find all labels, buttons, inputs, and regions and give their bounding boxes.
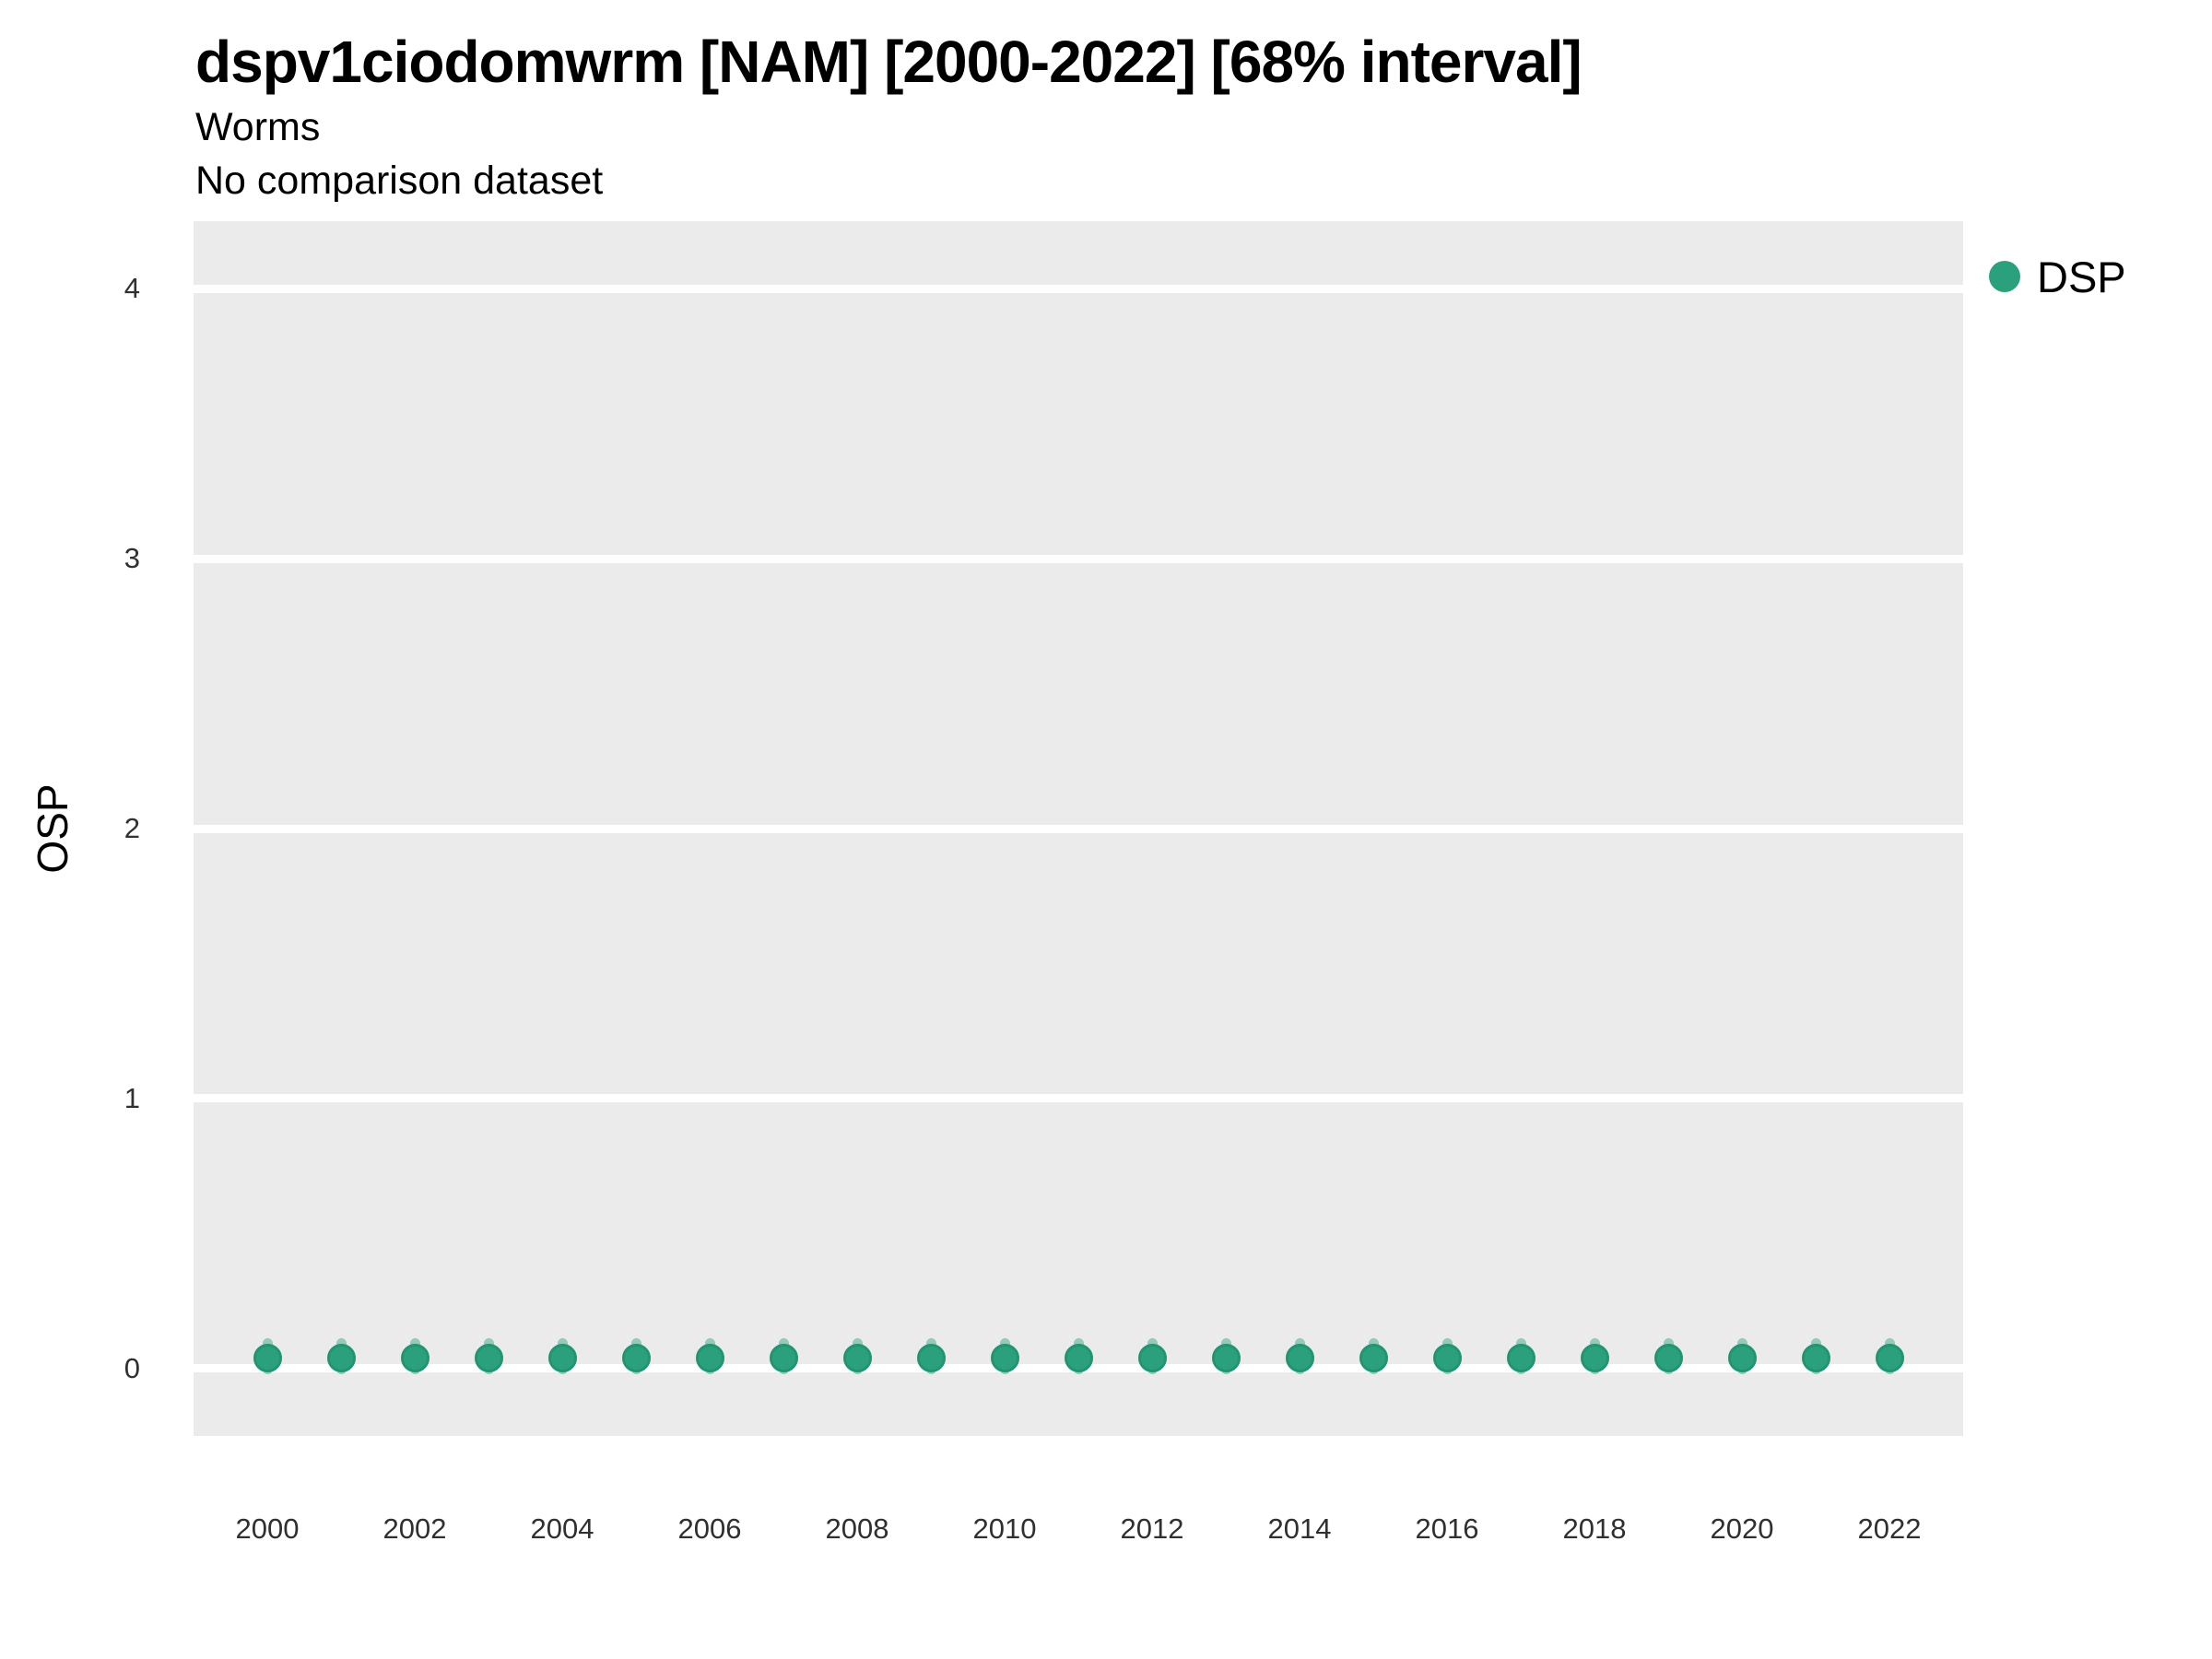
data-point-2002 [400, 1343, 429, 1372]
data-point-2003 [474, 1343, 503, 1372]
gridline-y-3 [194, 554, 1963, 563]
x-tick-label-2014: 2014 [1267, 1512, 1332, 1545]
chart-title: dspv1ciodomwrm [NAM] [2000-2022] [68% in… [195, 29, 1583, 95]
plot-panel [194, 221, 1963, 1436]
data-point-2016 [1432, 1343, 1462, 1372]
data-point-2000 [253, 1343, 282, 1372]
gridline-y-4 [194, 284, 1963, 293]
data-point-2011 [1064, 1343, 1093, 1372]
data-point-2019 [1653, 1343, 1683, 1372]
data-point-2014 [1285, 1343, 1314, 1372]
x-tick-label-2020: 2020 [1710, 1512, 1774, 1545]
y-tick-label-4: 4 [124, 272, 140, 305]
data-point-2022 [1875, 1343, 1904, 1372]
data-point-2010 [990, 1343, 1019, 1372]
chart-subtitle: Worms [195, 105, 321, 149]
gridline-y-1 [194, 1094, 1963, 1103]
x-tick-label-2008: 2008 [825, 1512, 889, 1545]
data-point-2009 [916, 1343, 946, 1372]
data-point-2021 [1801, 1343, 1830, 1372]
data-point-2015 [1359, 1343, 1388, 1372]
x-tick-label-2016: 2016 [1415, 1512, 1479, 1545]
x-tick-label-2012: 2012 [1120, 1512, 1184, 1545]
y-tick-label-0: 0 [124, 1351, 140, 1384]
x-tick-label-2004: 2004 [530, 1512, 594, 1545]
data-point-2001 [326, 1343, 356, 1372]
data-point-2007 [769, 1343, 798, 1372]
data-point-2006 [695, 1343, 724, 1372]
data-point-2005 [621, 1343, 651, 1372]
data-point-2017 [1506, 1343, 1535, 1372]
x-tick-label-2006: 2006 [677, 1512, 742, 1545]
x-tick-label-2010: 2010 [972, 1512, 1037, 1545]
data-point-2004 [547, 1343, 577, 1372]
y-tick-label-3: 3 [124, 542, 140, 575]
data-point-2018 [1580, 1343, 1609, 1372]
gridline-y-2 [194, 824, 1963, 833]
data-point-2008 [842, 1343, 872, 1372]
chart-caption: No comparison dataset [195, 159, 604, 203]
x-tick-label-2022: 2022 [1857, 1512, 1922, 1545]
data-point-2020 [1727, 1343, 1757, 1372]
data-point-2013 [1211, 1343, 1241, 1372]
y-tick-label-2: 2 [124, 812, 140, 844]
legend: DSP [1989, 247, 2126, 306]
legend-label: DSP [2037, 252, 2126, 301]
legend-point-icon [1989, 261, 2020, 292]
x-tick-label-2018: 2018 [1562, 1512, 1627, 1545]
y-tick-label-1: 1 [124, 1081, 140, 1114]
x-tick-label-2000: 2000 [235, 1512, 300, 1545]
data-point-2012 [1137, 1343, 1167, 1372]
x-tick-label-2002: 2002 [382, 1512, 447, 1545]
